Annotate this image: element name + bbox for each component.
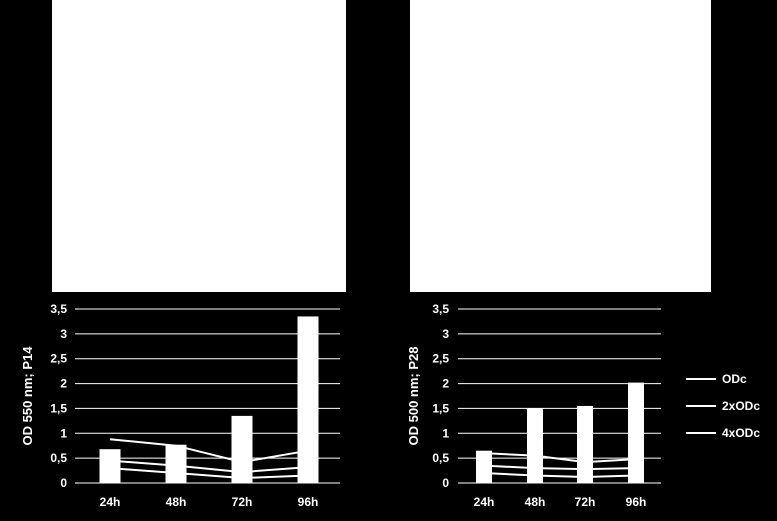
- y-tick-label: 3,5: [50, 302, 67, 316]
- bar-48h: [527, 408, 543, 483]
- legend-label-odc: ODc: [722, 372, 747, 386]
- x-tick-label: 48h: [525, 495, 546, 509]
- micrograph-image-p28: [410, 0, 711, 292]
- legend-swatch-odc: [686, 378, 716, 380]
- x-tick-label: 24h: [474, 495, 495, 509]
- series-line-4xodc: [109, 467, 309, 480]
- y-tick-label: 1: [60, 426, 67, 440]
- y-tick-label: 2: [442, 377, 449, 391]
- y-tick-label: 1,5: [50, 401, 67, 415]
- x-tick-label: 72h: [232, 495, 253, 509]
- y-tick-label: 0: [442, 476, 449, 490]
- series-line-2xodc: [483, 464, 637, 471]
- y-tick-label: 3,5: [432, 302, 449, 316]
- y-tick-label: 0: [60, 476, 67, 490]
- legend-item-2xodc: 2xODc: [686, 399, 760, 413]
- y-tick-label: 1,5: [432, 401, 449, 415]
- series-line-4xodc: [483, 472, 637, 479]
- bar-96h: [297, 316, 319, 483]
- legend-item-4xodc: 4xODc: [686, 426, 760, 440]
- legend-swatch-2xodc: [686, 405, 716, 407]
- micrograph-image-p14: [52, 0, 346, 292]
- bar-24h: [476, 450, 492, 483]
- x-tick-label: 72h: [575, 495, 596, 509]
- bar-96h: [628, 382, 644, 483]
- bar-24h: [99, 449, 121, 483]
- legend-label-4xodc: 4xODc: [722, 426, 761, 440]
- y-axis-label: OD 500 nm; P28: [406, 347, 421, 446]
- x-tick-label: 96h: [626, 495, 647, 509]
- y-tick-label: 3: [60, 327, 67, 341]
- legend-label-2xodc: 2xODc: [722, 399, 761, 413]
- legend-swatch-4xodc: [686, 432, 716, 434]
- bar-72h: [577, 405, 593, 483]
- x-tick-label: 48h: [166, 495, 187, 509]
- y-tick-label: 2,5: [50, 352, 67, 366]
- y-tick-label: 0,5: [50, 451, 67, 465]
- y-tick-label: 0,5: [432, 451, 449, 465]
- bar-48h: [165, 444, 187, 483]
- y-tick-label: 2: [60, 377, 67, 391]
- y-axis-label: OD 550 nm; P14: [20, 346, 35, 446]
- y-tick-label: 3: [442, 327, 449, 341]
- legend-item-odc: ODc: [686, 372, 747, 386]
- series-line-odc: [483, 452, 637, 464]
- bar-72h: [231, 415, 253, 483]
- y-tick-label: 2,5: [432, 352, 449, 366]
- y-tick-label: 1: [442, 426, 449, 440]
- x-tick-label: 96h: [298, 495, 319, 509]
- series-line-2xodc: [109, 459, 309, 474]
- series-line-odc: [109, 438, 309, 464]
- x-tick-label: 24h: [100, 495, 121, 509]
